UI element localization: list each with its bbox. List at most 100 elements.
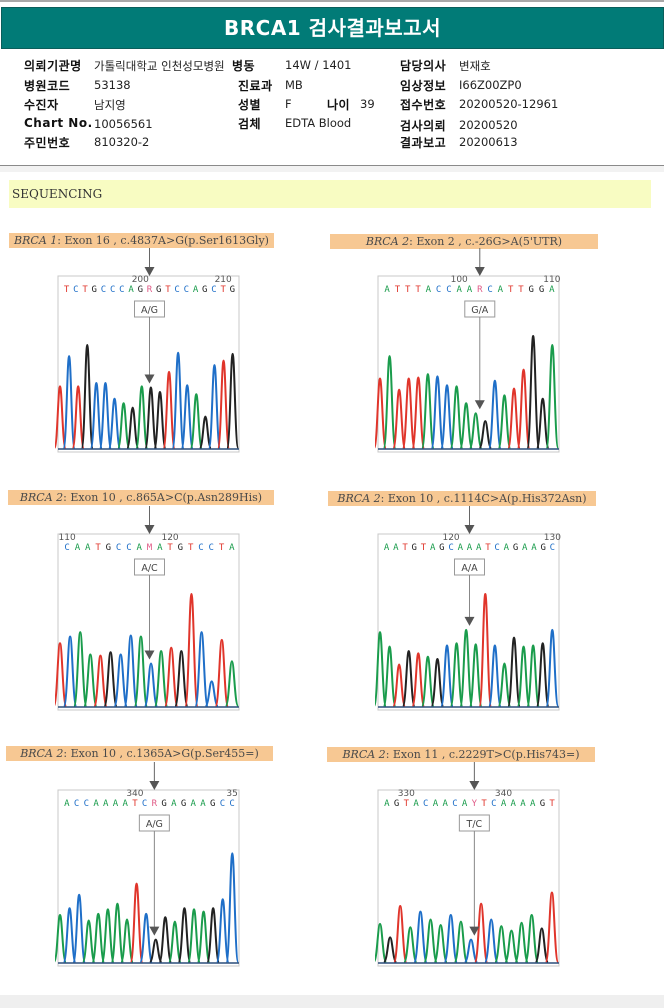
variant-label-2: BRCA 2: Exon 2 , c.-26G>A(5'UTR) [330,234,598,249]
base-call: C [229,799,234,809]
trace-peak [507,387,521,449]
base-call: G [230,285,235,295]
trace-peak [189,393,203,449]
report-date-value: 20200613 [459,135,518,149]
trace-peak [148,938,163,963]
trace-peak [494,925,509,963]
variant-pointer-arrow-icon [464,525,475,534]
base-call: T [165,285,171,295]
base-call: A [549,285,555,295]
base-call: C [64,543,69,553]
trace-peak [413,910,428,963]
trace-peak [453,920,469,963]
base-call: T [421,543,427,553]
trace-peak [375,377,387,449]
trace-peak [80,343,94,449]
trace-peak [545,343,560,449]
variant-label-4: BRCA 2: Exon 10 , c.1114C>A(p.His372Asn) [328,491,596,506]
trace-peak [116,402,131,449]
base-call: A [384,799,390,809]
base-call: G [539,285,544,295]
position-tick-label: 200 [132,275,149,285]
trace-peak [382,936,398,963]
age-label: 나이 [327,98,351,112]
info-divider [0,165,664,166]
trace-peak [535,397,550,449]
trace-peak [113,653,128,707]
base-call: G [181,799,186,809]
base-call: T [549,799,555,809]
trace-peak [375,922,388,963]
base-call: A [522,543,528,553]
base-call: A [64,799,70,809]
genotype-label: A/C [141,563,158,574]
base-call: A [229,543,235,553]
base-call: A [498,285,504,295]
variant-pointer-arrow-icon [469,781,480,790]
base-call: G [540,543,545,553]
genotype-label: A/G [146,819,163,830]
trace-peak [526,644,541,707]
request-date-label: 검사의뢰 [400,119,447,133]
trace-peak [110,902,125,963]
trace-peak [143,662,159,707]
trace-peak [91,912,106,963]
trace-peak [401,650,416,707]
trace-peak [184,593,199,707]
variant-pointer-arrow-icon [144,525,155,534]
trace-peak [71,385,85,449]
variant-label-3: BRCA 2: Exon 10 , c.865A>C(p.Asn289His) [8,490,274,505]
trace-peak [62,635,78,707]
trace-peak [107,397,122,449]
base-call: T [95,543,101,553]
variant-gene: BRCA 2 [19,491,64,504]
trace-peak [483,918,499,963]
position-tick-label: 340 [126,789,143,799]
base-call: C [487,285,492,295]
trace-peak [487,644,502,707]
trace-peak [55,642,68,707]
base-call: T [415,285,421,295]
trace-peak [403,926,418,963]
base-call: R [477,285,483,295]
top-divider [0,0,664,2]
trace-peak [468,643,483,707]
trace-peak [504,929,519,963]
base-call: C [84,799,89,809]
base-call: C [209,543,214,553]
trace-peak [55,913,67,963]
base-call: G [178,543,183,553]
position-tick-label: 100 [451,275,468,285]
trace-peak [162,370,176,449]
trace-peak [174,650,189,707]
trace-peak [544,891,560,963]
clinical-info-label: 임상정보 [400,79,447,93]
trace-peak [459,628,474,707]
base-call: C [174,285,179,295]
base-call: G [138,285,143,295]
specimen-label: 검체 [238,117,262,131]
base-call: A [193,285,199,295]
base-call: C [494,543,499,553]
base-call: C [436,285,441,295]
base-call: A [504,543,510,553]
trace-peak [392,663,407,707]
base-call: T [402,543,408,553]
base-call: G [202,285,207,295]
base-call: A [384,543,390,553]
position-tick-label: 210 [215,275,232,285]
chromatogram-2: A T T T A C C A A R C A T T G G A 100 110 G/A [375,248,561,458]
variant-pointer-arrow-icon [474,267,485,276]
base-call: C [142,799,147,809]
base-call: A [75,543,81,553]
variant-description: : Exon 10 , c.1365A>G(p.Ser455=) [63,747,259,760]
trace-peak [153,391,167,449]
report-date-label: 결과보고 [400,136,447,150]
genotype-arrow-icon [474,400,485,410]
base-call: A [384,285,390,295]
trace-peak [62,355,76,449]
variant-pointer-arrow-icon [149,781,160,790]
base-call: G [439,543,444,553]
trace-peak [144,386,158,449]
base-call: A [157,543,163,553]
